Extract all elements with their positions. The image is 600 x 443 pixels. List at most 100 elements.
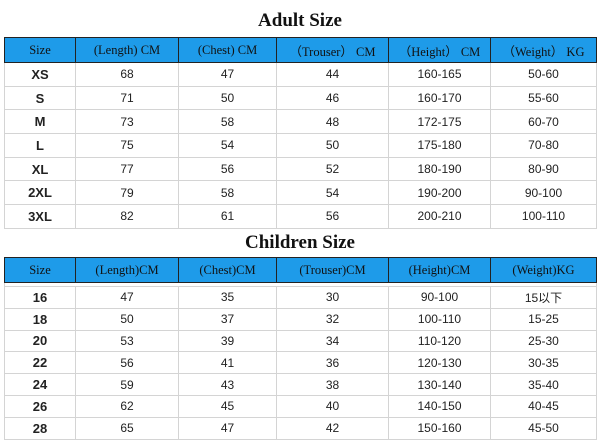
value-cell: 36: [276, 351, 389, 375]
value-cell: 200-210: [388, 204, 491, 229]
value-cell: 32: [276, 307, 389, 331]
size-cell: M: [4, 109, 76, 135]
value-cell: 47: [178, 62, 277, 87]
value-cell: 48: [276, 109, 389, 135]
spacer-row: [4, 282, 597, 287]
data-row: 26 62 45 40 140-150 40-45: [4, 394, 597, 418]
value-cell: 54: [276, 180, 389, 206]
value-cell: 35: [178, 286, 277, 309]
value-cell: 35-40: [490, 373, 597, 396]
value-cell: 90-100: [388, 286, 491, 309]
value-cell: 71: [75, 85, 179, 111]
value-cell: 59: [75, 373, 179, 396]
value-cell: 75: [75, 133, 179, 158]
value-cell: 100-110: [388, 307, 491, 331]
value-cell: 73: [75, 109, 179, 135]
value-cell: 77: [75, 156, 179, 182]
header-cell: (Trouser)CM: [276, 257, 389, 283]
value-cell: 44: [276, 62, 389, 87]
value-cell: 56: [75, 351, 179, 375]
value-cell: 120-130: [388, 351, 491, 375]
size-cell: 18: [4, 307, 76, 331]
header-cell: Size: [4, 37, 76, 63]
value-cell: 82: [75, 204, 179, 229]
value-cell: 38: [276, 373, 389, 396]
value-cell: 175-180: [388, 133, 491, 158]
value-cell: 190-200: [388, 180, 491, 206]
value-cell: 50: [178, 85, 277, 111]
value-cell: 58: [178, 180, 277, 206]
data-row: 28 65 47 42 150-160 45-50: [4, 416, 597, 440]
data-row: 22 56 41 36 120-130 30-35: [4, 351, 597, 375]
size-cell: XL: [4, 156, 76, 182]
value-cell: 55-60: [490, 85, 597, 111]
header-cell: (Height)CM: [388, 257, 491, 283]
value-cell: 43: [178, 373, 277, 396]
value-cell: 172-175: [388, 109, 491, 135]
value-cell: 100-110: [490, 204, 597, 229]
value-cell: 61: [178, 204, 277, 229]
data-row: S 71 50 46 160-170 55-60: [4, 85, 597, 111]
value-cell: 150-160: [388, 416, 491, 440]
header-row: Size (Length) CM (Chest) CM （Trouser） CM （He…: [4, 37, 597, 63]
value-cell: 160-165: [388, 62, 491, 87]
size-cell: 24: [4, 373, 76, 396]
value-cell: 41: [178, 351, 277, 375]
value-cell: 140-150: [388, 394, 491, 418]
value-cell: 52: [276, 156, 389, 182]
size-cell: 26: [4, 394, 76, 418]
value-cell: 56: [178, 156, 277, 182]
value-cell: 53: [75, 329, 179, 353]
value-cell: 90-100: [490, 180, 597, 206]
adult-table: Size (Length) CM (Chest) CM （Trouser） CM （He…: [4, 37, 597, 229]
header-cell: （Weight） KG: [490, 37, 597, 63]
value-cell: 110-120: [388, 329, 491, 353]
value-cell: 42: [276, 416, 389, 440]
data-row: 16 47 35 30 90-100 15以下: [4, 286, 597, 309]
value-cell: 62: [75, 394, 179, 418]
header-cell: （Trouser） CM: [276, 37, 389, 63]
adult-title: Adult Size: [258, 10, 342, 31]
data-row: 2XL 79 58 54 190-200 90-100: [4, 180, 597, 206]
value-cell: 80-90: [490, 156, 597, 182]
value-cell: 160-170: [388, 85, 491, 111]
value-cell: 46: [276, 85, 389, 111]
value-cell: 60-70: [490, 109, 597, 135]
value-cell: 45-50: [490, 416, 597, 440]
size-cell: 3XL: [4, 204, 76, 229]
children-table: Size (Length)CM (Chest)CM (Trouser)CM (Heigh…: [4, 257, 597, 440]
size-cell: 16: [4, 286, 76, 309]
data-row: 20 53 39 34 110-120 25-30: [4, 329, 597, 353]
value-cell: 45: [178, 394, 277, 418]
data-row: 24 59 43 38 130-140 35-40: [4, 373, 597, 396]
value-cell: 47: [75, 286, 179, 309]
value-cell: 180-190: [388, 156, 491, 182]
data-row: 3XL 82 61 56 200-210 100-110: [4, 204, 597, 229]
value-cell: 58: [178, 109, 277, 135]
value-cell: 50-60: [490, 62, 597, 87]
value-cell: 40-45: [490, 394, 597, 418]
value-cell: 15以下: [490, 286, 597, 309]
data-row: M 73 58 48 172-175 60-70: [4, 109, 597, 135]
size-cell: S: [4, 85, 76, 111]
data-row: XS 68 47 44 160-165 50-60: [4, 62, 597, 87]
value-cell: 25-30: [490, 329, 597, 353]
header-cell: (Weight)KG: [490, 257, 597, 283]
value-cell: 40: [276, 394, 389, 418]
value-cell: 34: [276, 329, 389, 353]
value-cell: 15-25: [490, 307, 597, 331]
value-cell: 79: [75, 180, 179, 206]
value-cell: 39: [178, 329, 277, 353]
value-cell: 54: [178, 133, 277, 158]
value-cell: 47: [178, 416, 277, 440]
header-cell: （Height） CM: [388, 37, 491, 63]
size-cell: XS: [4, 62, 76, 87]
header-cell: (Chest) CM: [178, 37, 277, 63]
header-cell: Size: [4, 257, 76, 283]
data-row: L 75 54 50 175-180 70-80: [4, 133, 597, 158]
size-cell: 2XL: [4, 180, 76, 206]
header-cell: (Chest)CM: [178, 257, 277, 283]
value-cell: 68: [75, 62, 179, 87]
size-cell: 20: [4, 329, 76, 353]
